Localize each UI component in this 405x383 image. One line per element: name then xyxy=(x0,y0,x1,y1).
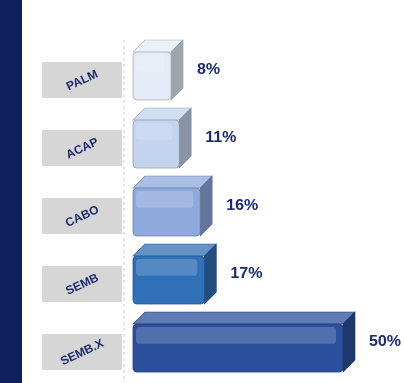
bar-top-face xyxy=(132,243,218,257)
bar-front-face xyxy=(132,119,180,169)
bar-top-face xyxy=(132,175,213,189)
bar-front-face xyxy=(132,187,201,237)
bar-highlight xyxy=(136,259,198,276)
value-label: 17% xyxy=(230,265,262,282)
bar-top-face xyxy=(132,311,356,325)
bar xyxy=(132,175,213,237)
bar-highlight xyxy=(136,123,173,140)
value-label: 8% xyxy=(197,61,220,78)
left-accent-bar xyxy=(0,0,22,383)
value-label: 11% xyxy=(205,129,236,146)
value-label: 50% xyxy=(369,333,401,350)
category-label-box xyxy=(42,266,122,302)
value-label: 16% xyxy=(226,197,258,214)
bar-front-face xyxy=(132,323,344,373)
bar-front-face xyxy=(132,255,205,305)
category-label-box xyxy=(42,62,122,98)
bar-highlight xyxy=(136,55,164,72)
bar-highlight xyxy=(136,327,336,344)
bar xyxy=(132,311,356,373)
bar xyxy=(132,39,184,101)
category-label-box xyxy=(42,198,122,234)
bar-front-face xyxy=(132,51,172,101)
bar-highlight xyxy=(136,191,194,208)
bar xyxy=(132,243,218,305)
bar xyxy=(132,107,192,169)
category-label-box xyxy=(42,334,122,370)
category-label-box xyxy=(42,130,122,166)
